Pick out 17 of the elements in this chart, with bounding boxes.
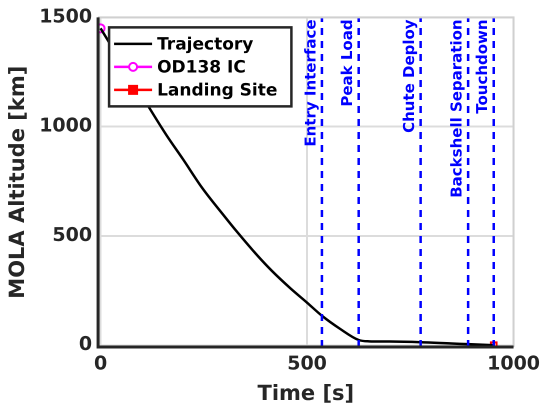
ref-line-label: Peak Load xyxy=(338,19,356,107)
legend-label: Landing Site xyxy=(157,80,278,100)
legend-label: Trajectory xyxy=(157,34,254,54)
y-tick-label: 0 xyxy=(78,333,92,356)
legend-label: OD138 IC xyxy=(157,57,246,78)
x-tick-label: 1000 xyxy=(487,352,540,374)
y-tick-label: 1500 xyxy=(39,5,92,28)
ref-line-label: Chute Deploy xyxy=(400,19,418,133)
y-axis-title: MOLA Altitude [km] xyxy=(5,66,30,299)
x-tick-label: 0 xyxy=(94,352,108,374)
ref-line-label: Touchdown xyxy=(473,19,492,114)
x-tick-label: 500 xyxy=(287,352,327,374)
ref-line-label: Entry Interface xyxy=(301,19,320,147)
ref-line-label: Backshell Separation xyxy=(448,19,466,198)
y-tick-label: 500 xyxy=(52,224,92,246)
x-axis-title: Time [s] xyxy=(257,380,354,405)
y-tick-label: 1000 xyxy=(39,114,92,137)
